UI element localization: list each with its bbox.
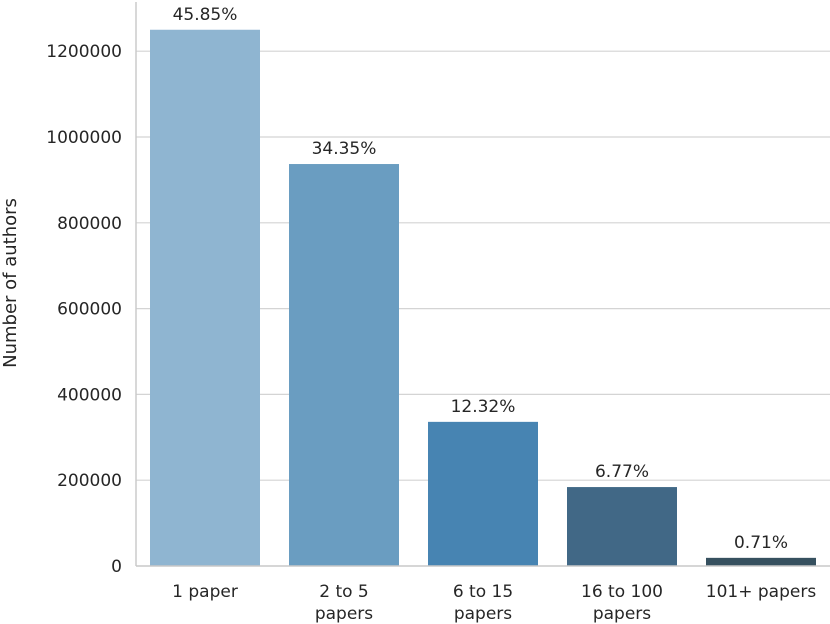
bar-value-label: 6.77% — [595, 462, 649, 482]
y-tick-label: 200000 — [57, 471, 122, 491]
bar-value-label: 12.32% — [451, 397, 516, 417]
bar-value-label: 34.35% — [312, 139, 377, 159]
bar — [567, 487, 677, 566]
bar-value-label: 0.71% — [734, 533, 788, 553]
y-tick-label: 400000 — [57, 385, 122, 405]
y-tick-label: 800000 — [57, 214, 122, 234]
x-tick-label: 1 paper — [172, 582, 238, 602]
bar-value-label: 45.85% — [173, 5, 238, 25]
x-tick-label: 2 to 5 papers — [315, 582, 373, 624]
y-tick-label: 1000000 — [46, 128, 122, 148]
x-tick-label: 16 to 100 papers — [581, 582, 663, 624]
bar — [289, 164, 399, 567]
bar — [150, 29, 260, 566]
x-axis-ticks: 1 paper 2 to 5 papers 6 to 15 papers 16 to 10… — [172, 582, 816, 624]
x-tick-label: 101+ papers — [706, 582, 817, 602]
y-tick-label: 0 — [111, 557, 122, 577]
y-tick-label: 600000 — [57, 300, 122, 320]
bars — [150, 29, 816, 567]
bar — [428, 421, 538, 566]
bar — [706, 557, 816, 566]
x-tick-label: 6 to 15 papers — [453, 582, 513, 624]
bar-value-labels: 45.85% 34.35% 12.32% 6.77% 0.71% — [173, 5, 788, 553]
y-axis-title: Number of authors — [0, 198, 21, 368]
y-tick-label: 1200000 — [46, 42, 122, 62]
y-axis-ticks: 0 200000 400000 600000 800000 1000000 1200000 — [46, 42, 122, 577]
